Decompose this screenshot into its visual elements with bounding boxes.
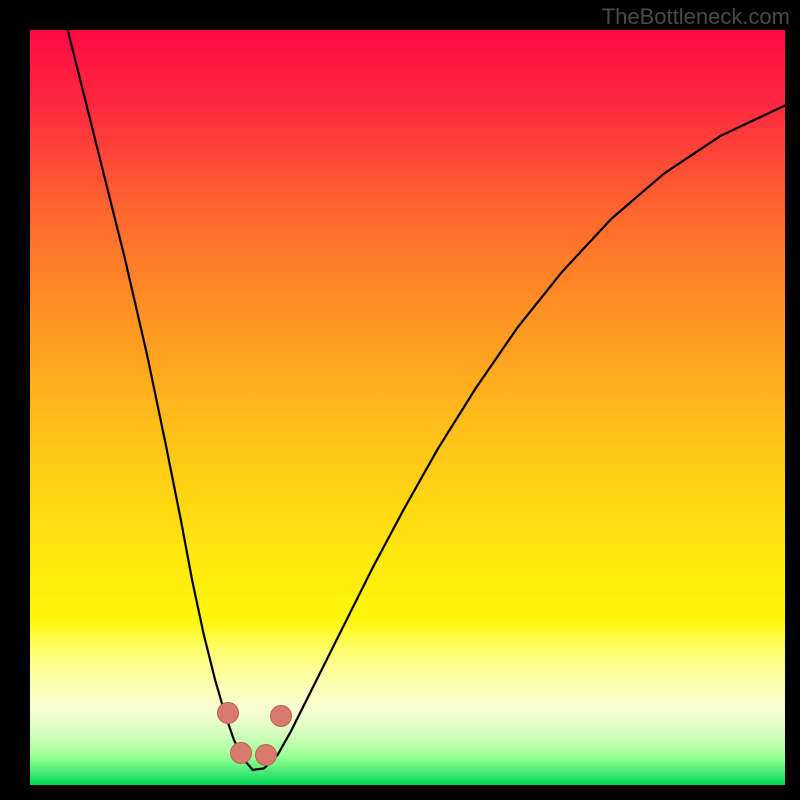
watermark-text: TheBottleneck.com xyxy=(602,4,790,30)
marker-layer xyxy=(30,30,785,785)
chart-container: TheBottleneck.com xyxy=(0,0,800,800)
marker-point xyxy=(230,742,252,764)
plot-area xyxy=(30,30,785,785)
marker-point xyxy=(270,705,292,727)
marker-point xyxy=(217,702,239,724)
marker-point xyxy=(255,744,277,766)
